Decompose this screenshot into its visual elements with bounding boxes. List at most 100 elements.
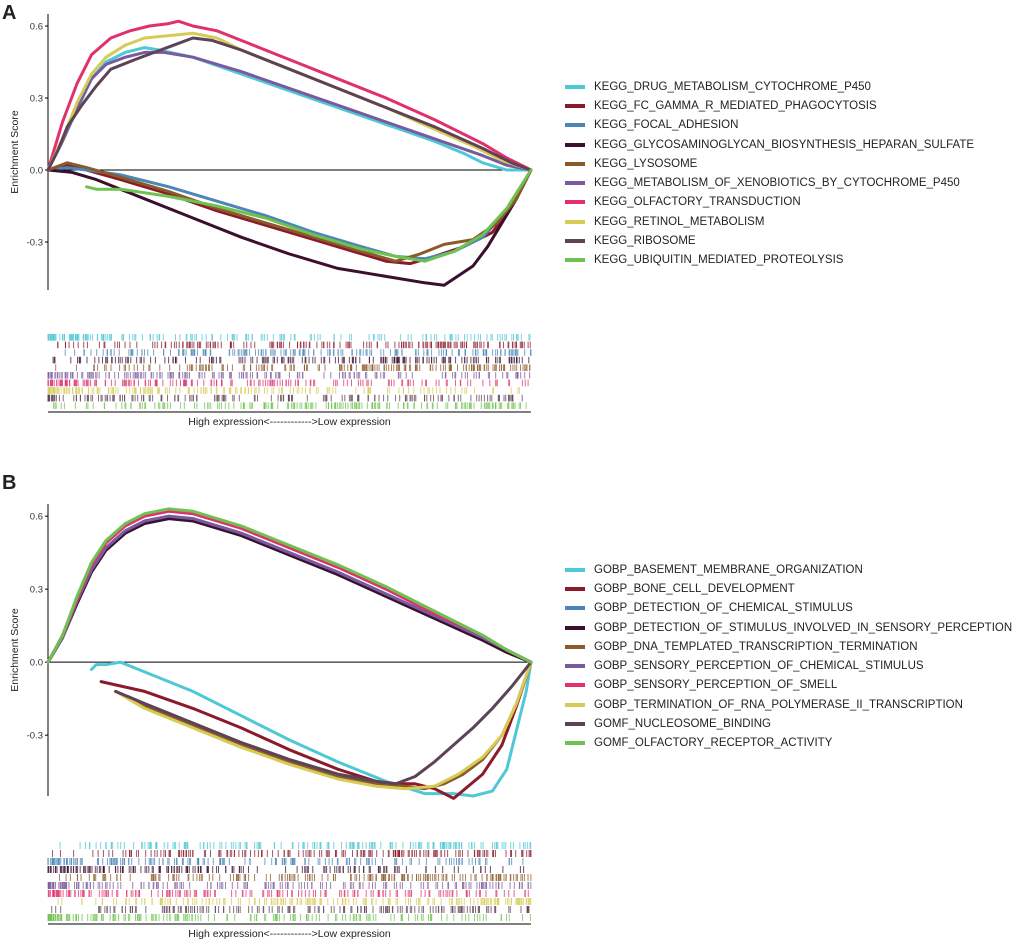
legend-label: KEGG_RIBOSOME [594,235,696,248]
series-line-2 [99,660,533,800]
gsea-chart-b: 0.6 0.3 0.0 -0.3 Enrichment Score High expres… [9,504,533,940]
legend-swatch [565,683,585,688]
legend-item-9: GOMF_NUCLEOSOME_BINDING [565,714,1012,733]
legend-item-7: GOBP_SENSORY_PERCEPTION_OF_SMELL [565,676,1012,695]
legend-swatch [565,664,585,669]
legend-label: GOBP_BONE_CELL_DEVELOPMENT [594,582,795,595]
legend-label: GOBP_TERMINATION_OF_RNA_POLYMERASE_II_TR… [594,698,963,711]
series-line-9 [114,660,533,786]
barcode-row-2 [52,850,532,857]
legend-swatch [565,625,585,630]
series-line-8 [46,31,533,172]
legend-swatch [565,103,585,108]
y-axis-title: Enrichment Score [9,608,21,692]
barcode-row-3 [64,349,532,356]
series-line-8 [114,660,533,791]
legend-item-10: GOMF_OLFACTORY_RECEPTOR_ACTIVITY [565,734,1012,753]
legend-item-8: KEGG_RETINOL_METABOLISM [565,212,974,231]
legend-swatch [565,644,585,649]
panel-a: A 0.6 0.3 0.0 -0.3 Enrichment Score High expr… [0,0,1017,470]
legend-label: GOBP_DNA_TEMPLATED_TRANSCRIPTION_TERMINA… [594,640,918,653]
y-tick-label: -0.3 [27,731,43,742]
legend-swatch [565,123,585,128]
series-line-10 [85,168,533,263]
y-tick-label: 0.3 [30,94,43,105]
y-axis-title: Enrichment Score [9,110,21,194]
barcode-row-10 [53,402,527,409]
legend-swatch [565,181,585,186]
legend-swatch [565,741,585,746]
barcode-row-4 [47,866,525,873]
series-line-9 [46,36,533,172]
series-line-10 [46,507,533,664]
legend-swatch [565,161,585,166]
series-line-6 [46,50,533,172]
series-line-3 [46,166,533,261]
legend-label: KEGG_GLYCOSAMINOGLYCAN_BIOSYNTHESIS_HEPA… [594,138,975,151]
legend-swatch [565,722,585,727]
legend-label: GOMF_OLFACTORY_RECEPTOR_ACTIVITY [594,737,833,750]
y-tick-label: -0.3 [27,238,43,249]
legend-label: KEGG_METABOLISM_OF_XENOBIOTICS_BY_CYTOCH… [594,177,960,190]
legend-swatch [565,586,585,591]
legend-item-5: KEGG_LYSOSOME [565,154,974,173]
legend-item-3: GOBP_DETECTION_OF_CHEMICAL_STIMULUS [565,599,1012,618]
legend-label: GOBP_DETECTION_OF_STIMULUS_INVOLVED_IN_S… [594,621,1013,634]
barcode-row-6 [47,372,531,379]
y-tick-label: 0.6 [30,22,43,33]
legend-swatch [565,702,585,707]
y-tick-label: 0.6 [30,512,43,523]
legend-item-1: KEGG_DRUG_METABOLISM_CYTOCHROME_P450 [565,77,974,96]
legend-swatch [565,200,585,205]
legend-label: GOBP_BASEMENT_MEMBRANE_ORGANIZATION [594,563,863,576]
barcode-row-1 [59,842,532,849]
panel-b: B 0.6 0.3 0.0 -0.3 Enrichment Score High expr… [0,470,1017,944]
series-line-7 [46,19,533,172]
legend-item-1: GOBP_BASEMENT_MEMBRANE_ORGANIZATION [565,560,1012,579]
legend-label: KEGG_FC_GAMMA_R_MEDIATED_PHAGOCYTOSIS [594,99,877,112]
series-line-1 [90,660,533,798]
legend-label: KEGG_RETINOL_METABOLISM [594,215,765,228]
barcode-row-7 [47,890,529,897]
legend-item-8: GOBP_TERMINATION_OF_RNA_POLYMERASE_II_TR… [565,695,1012,714]
legend-swatch [565,606,585,611]
barcode-row-4 [52,356,530,364]
legend-item-10: KEGG_UBIQUITIN_MEDIATED_PROTEOLYSIS [565,251,974,270]
legend-swatch [565,258,585,263]
barcode-row-9 [51,906,530,913]
legend-item-6: KEGG_METABOLISM_OF_XENOBIOTICS_BY_CYTOCH… [565,173,974,192]
x-axis-label: High expression<------------>Low express… [188,416,391,428]
legend-item-5: GOBP_DNA_TEMPLATED_TRANSCRIPTION_TERMINA… [565,637,1012,656]
series-line-6 [46,514,533,664]
y-tick-label: 0.0 [30,166,43,177]
barcode-row-9 [47,394,523,402]
legend-item-6: GOBP_SENSORY_PERCEPTION_OF_CHEMICAL_STIM… [565,656,1012,675]
barcode-row-2 [57,341,531,349]
y-tick-label: 0.3 [30,585,43,596]
barcode-row-5 [59,874,532,881]
legend-label: KEGG_FOCAL_ADHESION [594,119,739,132]
x-axis-label: High expression<------------>Low express… [188,928,391,940]
legend-label: GOBP_SENSORY_PERCEPTION_OF_SMELL [594,679,838,692]
legend-item-2: KEGG_FC_GAMMA_R_MEDIATED_PHAGOCYTOSIS [565,96,974,115]
barcode-row-1 [47,334,531,341]
panel-label-a: A [2,2,17,24]
legend-item-9: KEGG_RIBOSOME [565,231,974,250]
legend-swatch [565,142,585,147]
legend-item-2: GOBP_BONE_CELL_DEVELOPMENT [565,579,1012,598]
barcode-row-5 [55,364,531,371]
barcode-row-7 [47,379,529,387]
legend-swatch [565,239,585,244]
legend-item-3: KEGG_FOCAL_ADHESION [565,116,974,135]
series-line-4 [46,168,533,287]
barcode-row-8 [57,898,532,905]
legend-item-7: KEGG_OLFACTORY_TRANSDUCTION [565,193,974,212]
legend-b: GOBP_BASEMENT_MEMBRANE_ORGANIZATION GOBP_… [565,560,1012,753]
barcode-row-10 [47,914,531,921]
legend-label: KEGG_DRUG_METABOLISM_CYTOCHROME_P450 [594,80,871,93]
legend-swatch [565,219,585,224]
legend-label: GOBP_SENSORY_PERCEPTION_OF_CHEMICAL_STIM… [594,660,924,673]
barcode-row-8 [47,387,520,394]
legend-swatch [565,567,585,572]
legend-item-4: GOBP_DETECTION_OF_STIMULUS_INVOLVED_IN_S… [565,618,1012,637]
